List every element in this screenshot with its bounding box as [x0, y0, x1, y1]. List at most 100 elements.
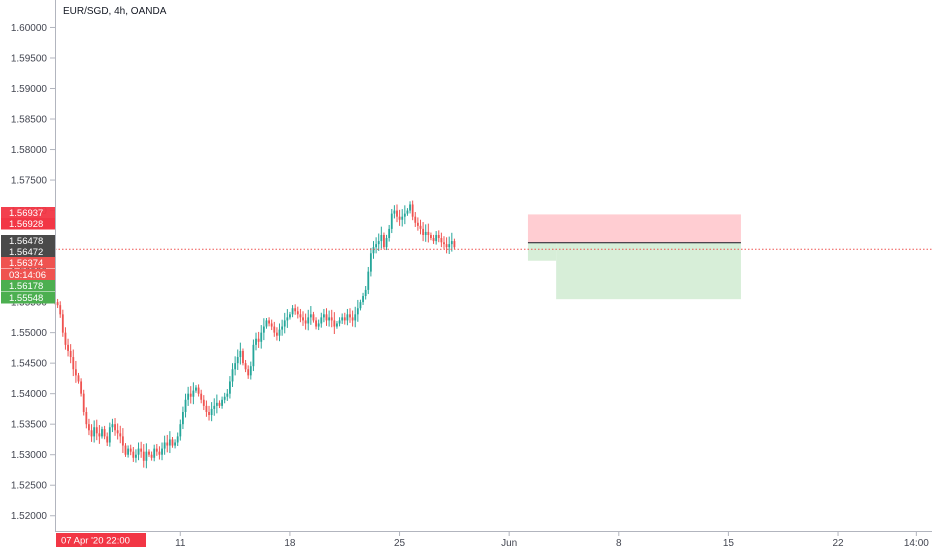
candle	[228, 376, 231, 399]
price-tag: 1.56928	[1, 218, 55, 230]
candle	[377, 233, 380, 251]
candle	[396, 204, 398, 223]
candle-body	[380, 234, 383, 242]
candle-body	[367, 271, 370, 290]
candle-body	[59, 305, 62, 315]
price-lines	[55, 242, 932, 250]
candle	[383, 232, 385, 250]
candle	[255, 332, 257, 351]
candle	[312, 311, 315, 323]
candle-body	[205, 405, 208, 412]
candle	[111, 418, 114, 433]
candle	[218, 400, 221, 409]
candle-body	[142, 451, 145, 461]
candle	[320, 312, 323, 328]
candle	[257, 331, 260, 348]
candle	[299, 308, 302, 323]
candle-body	[93, 427, 96, 437]
candle-body	[419, 225, 422, 229]
candle-body	[98, 433, 101, 437]
candle-body	[64, 332, 67, 345]
candle-body	[82, 393, 85, 412]
candle-body	[265, 320, 268, 327]
candle	[127, 445, 130, 458]
candle-body	[283, 320, 286, 327]
candle	[234, 356, 237, 376]
candle-body	[440, 238, 443, 243]
candle-body	[430, 234, 432, 239]
x-axis[interactable]: 11 18 25 Jun 8 15 22 14:00	[175, 531, 929, 549]
candle	[336, 321, 338, 329]
candle-body	[422, 228, 425, 235]
candle	[161, 442, 163, 461]
candle	[296, 306, 299, 319]
candle-body	[294, 308, 297, 312]
y-tick-label: 1.53500	[11, 420, 48, 431]
candle-body	[135, 454, 137, 458]
candle-body	[435, 234, 438, 242]
candle	[341, 313, 344, 324]
x-tick-label: Jun	[501, 538, 517, 549]
candle	[401, 209, 404, 227]
candle-body	[236, 357, 239, 364]
candle-body	[106, 436, 109, 443]
candle-body	[416, 222, 419, 226]
candle-body	[200, 393, 203, 400]
candle	[168, 431, 171, 454]
candle-body	[168, 439, 171, 446]
stop-loss-zone[interactable]	[527, 214, 741, 243]
candlestick-series	[54, 200, 456, 469]
take-profit-zone[interactable]	[556, 242, 741, 300]
price-tag: 1.56472	[1, 246, 55, 258]
candle-body	[333, 320, 336, 327]
candle-body	[171, 439, 174, 446]
candle	[140, 441, 143, 458]
candle	[82, 389, 85, 416]
candle-body	[315, 320, 317, 327]
candle	[182, 406, 184, 430]
candle	[393, 205, 396, 219]
price-tag-bg	[1, 292, 55, 304]
candle-body	[393, 210, 396, 214]
candle	[369, 247, 372, 277]
candle-body	[260, 332, 263, 342]
candle-body	[166, 442, 169, 446]
candle	[132, 447, 135, 462]
position-zones	[527, 214, 741, 300]
candle	[166, 434, 169, 453]
price-tag-label: 03:14:06	[9, 270, 46, 281]
candle-body	[249, 366, 252, 376]
candle	[150, 451, 153, 461]
candle-body	[77, 375, 80, 382]
candle-body	[343, 317, 346, 321]
candle	[283, 312, 286, 334]
candle-body	[268, 320, 270, 324]
candle	[349, 308, 351, 323]
candle	[309, 306, 312, 325]
candle	[124, 443, 127, 457]
candle-body	[119, 433, 122, 437]
candle	[80, 378, 83, 397]
candle	[202, 395, 205, 411]
candle-body	[257, 338, 260, 342]
candle-body	[221, 399, 223, 406]
candle	[278, 323, 281, 342]
partial-target-zone[interactable]	[527, 242, 557, 261]
candle	[330, 309, 333, 328]
candle-body	[427, 231, 430, 235]
candle	[268, 317, 270, 327]
candle-body	[223, 396, 226, 400]
candle	[213, 398, 216, 416]
candle-body	[424, 231, 427, 235]
candle-body	[388, 228, 391, 239]
candle	[304, 313, 307, 330]
candle	[367, 266, 370, 295]
candle-body	[309, 314, 312, 318]
candle	[137, 442, 140, 461]
candle	[435, 231, 438, 245]
candle	[338, 317, 341, 327]
candle-body	[242, 350, 244, 364]
candle-body	[182, 411, 184, 425]
